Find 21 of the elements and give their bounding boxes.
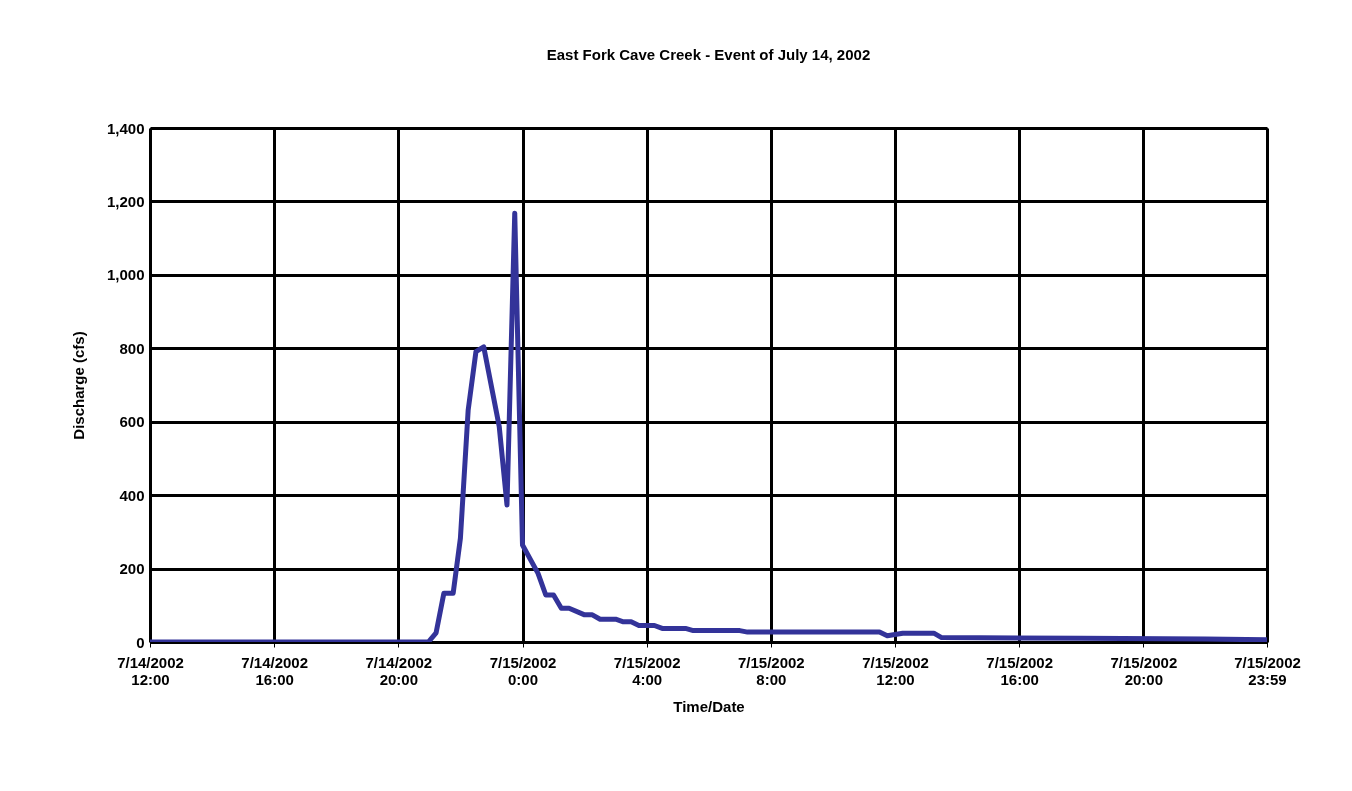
chart-title: East Fork Cave Creek - Event of July 14, 2002 xyxy=(546,46,871,63)
x-tick-label: 7/15/2002 0:00 xyxy=(489,653,557,688)
y-tick-label: 1,400 xyxy=(106,119,145,137)
x-tick-label: 7/15/2002 20:00 xyxy=(1110,653,1178,688)
y-tick-label: 600 xyxy=(119,413,145,431)
y-tick-label: 1,000 xyxy=(106,266,145,284)
y-tick-label: 400 xyxy=(119,486,145,504)
x-tick-label: 7/15/2002 8:00 xyxy=(737,653,805,688)
y-tick-label: 1,200 xyxy=(106,192,145,210)
x-axis-title: Time/Date xyxy=(673,697,745,715)
x-tick-label: 7/14/2002 12:00 xyxy=(117,653,184,688)
y-tick-label: 0 xyxy=(136,633,145,651)
y-axis-title: Discharge (cfs) xyxy=(69,331,87,440)
x-tick-label: 7/15/2002 4:00 xyxy=(613,653,681,688)
y-tick-label: 200 xyxy=(119,560,145,578)
x-tick-label: 7/14/2002 20:00 xyxy=(365,653,433,688)
x-tick-label: 7/15/2002 16:00 xyxy=(986,653,1054,688)
x-tick-label: 7/14/2002 16:00 xyxy=(241,653,309,688)
x-tick-label: 7/15/2002 23:59 xyxy=(1234,653,1301,688)
y-tick-label: 800 xyxy=(119,339,145,357)
x-tick-label: 7/15/2002 12:00 xyxy=(862,653,929,688)
